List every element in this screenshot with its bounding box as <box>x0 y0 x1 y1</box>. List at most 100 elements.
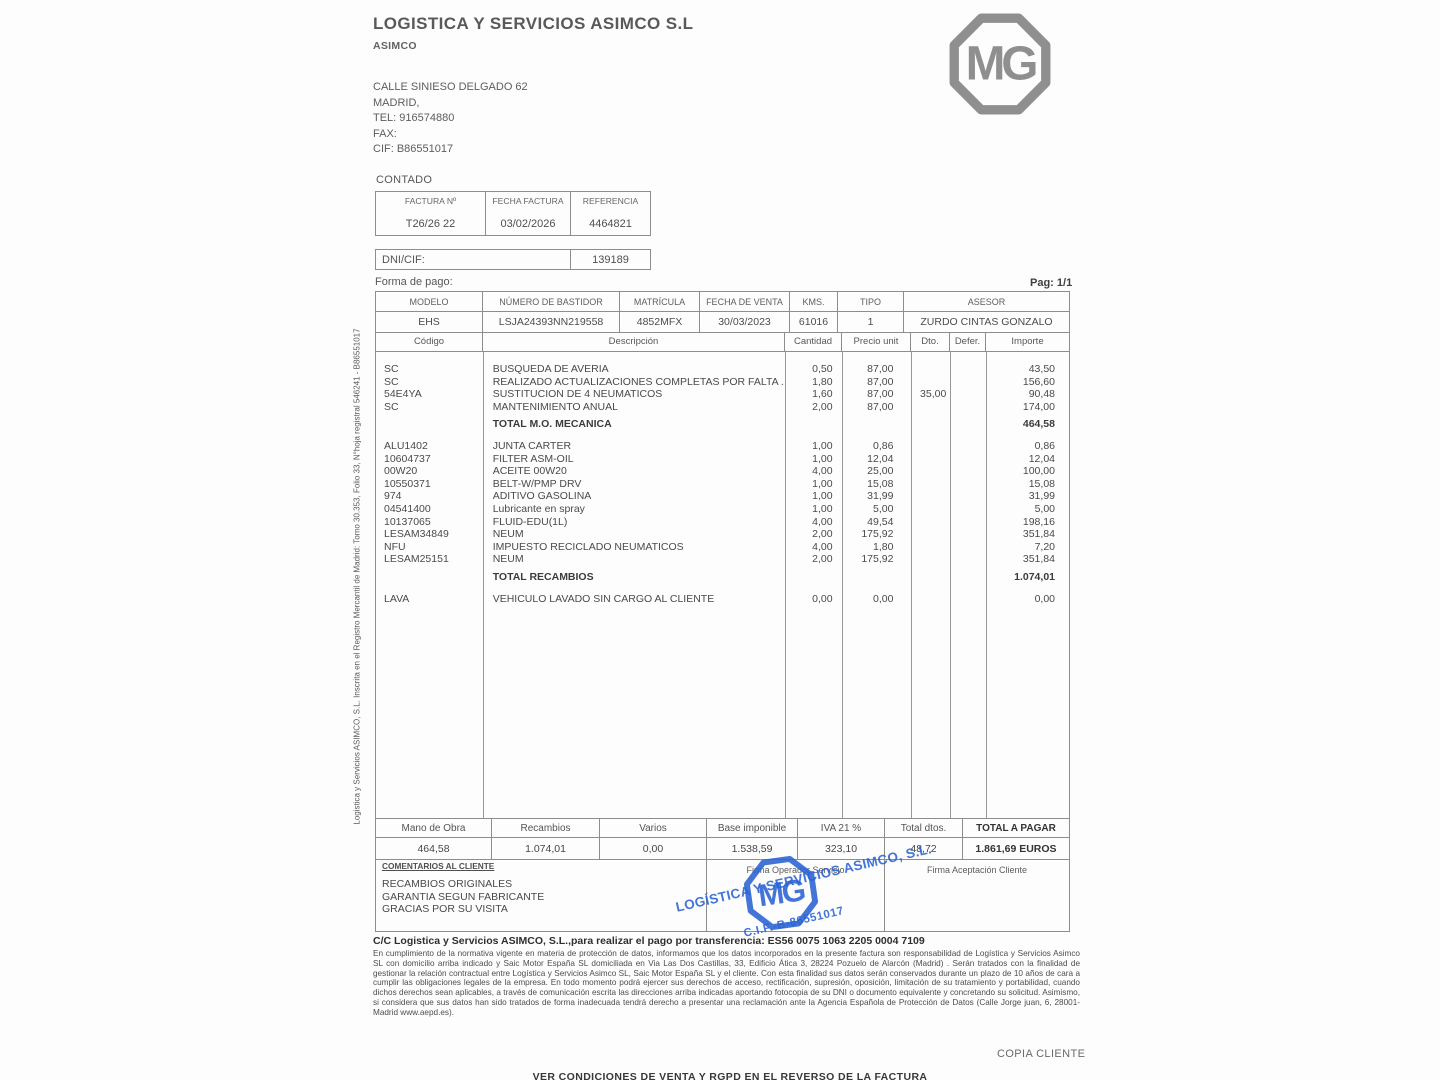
column-header: Base imponible <box>707 819 798 837</box>
item-quantity: 0,50 <box>812 363 833 375</box>
customer-signature-label: Firma Aceptación Cliente <box>926 865 1028 875</box>
empty-cell <box>784 571 841 584</box>
item-discount <box>909 478 948 491</box>
invoice-date-value: 03/02/2026 <box>500 218 556 230</box>
item-code: 10604737 <box>384 452 431 465</box>
column-header: ASESOR <box>967 296 1006 307</box>
company-brand: ASIMCO <box>373 40 417 52</box>
comments-signature-section: COMENTARIOS AL CLIENTE RECAMBIOS ORIGINA… <box>375 858 1070 932</box>
column-header: Cantidad <box>785 332 842 351</box>
item-unit-price: 12,04 <box>867 452 894 465</box>
section-total-label: TOTAL RECAMBIOS <box>492 570 594 583</box>
item-quantity: 2,00 <box>812 528 833 541</box>
item-defer <box>948 453 984 466</box>
item-description: BUSQUEDA DE AVERIA <box>492 363 609 375</box>
item-defer <box>948 388 984 401</box>
item-quantity: 0,00 <box>812 592 833 605</box>
item-amount: 5,00 <box>1034 502 1055 515</box>
item-unit-price: 175,92 <box>861 528 894 541</box>
empty-cell <box>841 418 910 431</box>
item-discount <box>909 516 948 529</box>
item-code: 00W20 <box>384 465 418 478</box>
company-name: LOGISTICA Y SERVICIOS ASIMCO S.L <box>373 14 694 33</box>
item-description: ADITIVO GASOLINA <box>492 490 592 503</box>
stamp-mg-logo-icon: MG <box>743 855 819 931</box>
customer-signature-cell: Firma Aceptación Cliente <box>885 858 1069 931</box>
item-discount <box>909 593 948 606</box>
item-discount <box>909 503 948 516</box>
table-row: SC MANTENIMIENTO ANUAL 2,00 87,00 174,00 <box>376 401 1069 414</box>
section-total-amount: 1.074,01 <box>1014 570 1055 583</box>
data-protection-legal-text: En cumplimiento de la normativa vigente … <box>373 949 1080 1017</box>
column-header: Varios <box>600 819 707 837</box>
item-discount <box>909 465 948 478</box>
item-amount: 90,48 <box>1028 388 1055 401</box>
parts-total: 1.074,01 <box>492 838 600 859</box>
table-row: SC BUSQUEDA DE AVERIA 0,50 87,00 43,50 <box>376 363 1069 376</box>
invoice-number-cell: FACTURA Nº T26/26 22 <box>376 192 486 235</box>
item-amount: 351,84 <box>1022 528 1055 541</box>
comment-line: RECAMBIOS ORIGINALES <box>382 878 513 890</box>
items-body-rows: SC BUSQUEDA DE AVERIA 0,50 87,00 43,50 S… <box>376 363 1069 605</box>
invoice-reference-cell: REFERENCIA 4464821 <box>571 192 650 235</box>
comment-line: GARANTIA SEGUN FABRICANTE <box>382 890 545 903</box>
item-discount <box>909 440 948 453</box>
item-amount: 156,60 <box>1022 375 1055 388</box>
item-defer <box>948 528 984 541</box>
item-amount: 198,16 <box>1022 515 1055 528</box>
item-quantity: 1,00 <box>812 490 833 503</box>
column-header: Código <box>376 332 483 351</box>
item-unit-price: 31,99 <box>867 490 894 503</box>
item-defer <box>948 465 984 478</box>
item-quantity: 1,00 <box>812 477 833 490</box>
comments-title: COMENTARIOS AL CLIENTE <box>382 861 495 871</box>
empty-cell <box>376 418 483 431</box>
item-unit-price: 49,54 <box>867 515 894 528</box>
item-amount: 351,84 <box>1022 553 1055 566</box>
column-header: TIPO <box>838 292 904 311</box>
service-signature-label: Firma Operador Servicio <box>746 865 845 875</box>
item-code: LAVA <box>384 592 410 605</box>
table-row: NFU IMPUESTO RECICLADO NEUMATICOS 4,00 1… <box>376 541 1069 554</box>
item-amount: 43,50 <box>1028 363 1055 375</box>
dni-cif-value: 139189 <box>592 253 629 266</box>
comments-list: RECAMBIOS ORIGINALES GARANTIA SEGUN FABR… <box>382 878 700 916</box>
payment-form-label: Forma de pago: <box>375 276 453 288</box>
items-header-row: Código Descripción Cantidad Precio unit … <box>375 332 1070 352</box>
column-header: Importe <box>1011 336 1044 347</box>
column-header: Descripción <box>483 332 785 351</box>
item-defer <box>948 376 984 389</box>
item-defer <box>948 440 984 453</box>
registry-side-note: Logistica y Servicios ASIMCO, S.L. Inscr… <box>352 328 362 825</box>
item-code: LESAM34849 <box>384 528 449 541</box>
svg-text:MG: MG <box>756 872 807 913</box>
comment-line: GRACIAS POR SU VISITA <box>382 903 508 915</box>
item-description: REALIZADO ACTUALIZACIONES COMPLETAS POR … <box>492 375 784 388</box>
table-row: 10550371 BELT-W/PMP DRV 1,00 15,08 15,08 <box>376 478 1069 491</box>
column-header: KMS. <box>790 292 838 311</box>
column-divider <box>842 352 843 818</box>
dni-cif-label: DNI/CIF: <box>376 250 571 269</box>
column-header: NÚMERO DE BASTIDOR <box>483 292 620 311</box>
item-amount: 7,20 <box>1034 540 1055 553</box>
service-signature-cell: Firma Operador Servicio <box>707 858 885 931</box>
labor-total: 464,58 <box>376 838 492 859</box>
vehicle-model: EHS <box>376 312 483 332</box>
item-unit-price: 0,00 <box>873 592 894 605</box>
invoice-date-label: FECHA FACTURA <box>492 196 564 206</box>
section-total-row: TOTAL M.O. MECANICA 464,58 <box>376 418 1069 431</box>
item-description: SUSTITUCION DE 4 NEUMATICOS <box>492 388 663 401</box>
taxable-base: 1.538,59 <box>707 838 798 859</box>
discounts-total: 48,72 <box>885 838 963 859</box>
item-quantity: 2,00 <box>812 400 833 413</box>
empty-cell <box>948 571 984 584</box>
section-total-label: TOTAL M.O. MECANICA <box>492 418 612 431</box>
section-total-row: TOTAL RECAMBIOS 1.074,01 <box>376 571 1069 584</box>
item-description: FLUID-EDU(1L) <box>492 515 568 528</box>
item-quantity: 1,00 <box>812 502 833 515</box>
item-code: SC <box>384 375 399 388</box>
phone-line: TEL: 916574880 <box>373 112 455 124</box>
item-description: MANTENIMIENTO ANUAL <box>492 400 618 413</box>
item-code: ALU1402 <box>384 439 428 452</box>
